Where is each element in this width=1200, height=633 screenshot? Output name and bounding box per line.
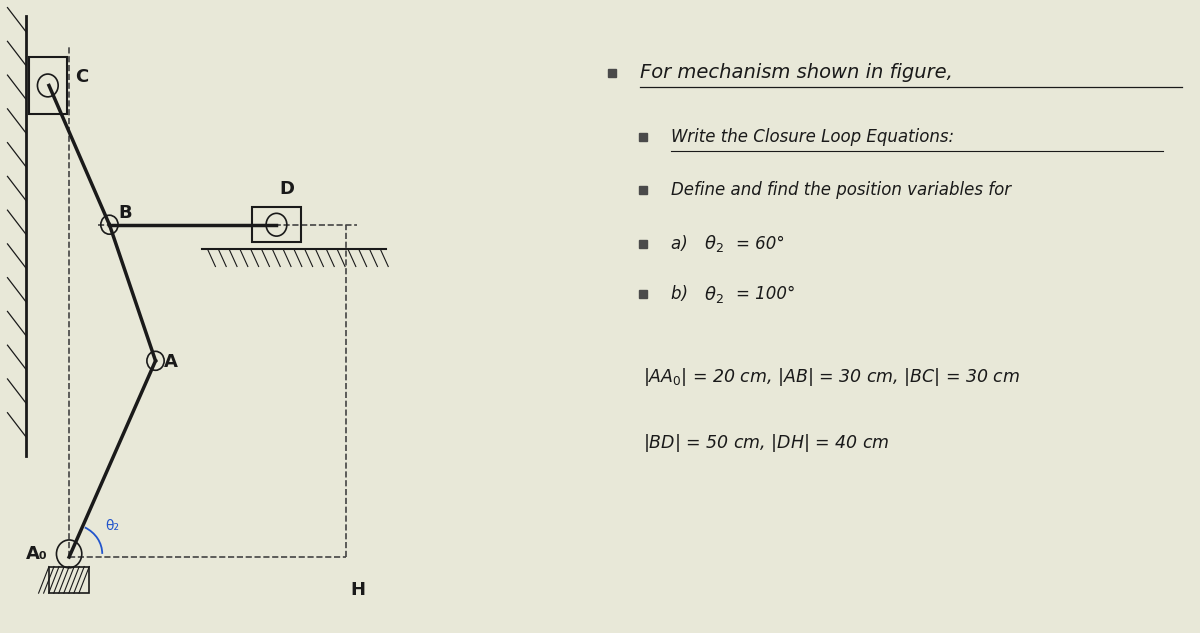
Text: $\theta_2$: $\theta_2$ (704, 284, 724, 305)
Text: For mechanism shown in figure,: For mechanism shown in figure, (640, 63, 953, 82)
Text: C: C (76, 68, 89, 86)
Text: Define and find the position variables for: Define and find the position variables f… (671, 181, 1010, 199)
Text: $|BD|$ = 50 cm, $|DH|$ = 40 cm: $|BD|$ = 50 cm, $|DH|$ = 40 cm (643, 432, 889, 454)
Text: A: A (164, 353, 178, 371)
Text: $\theta_2$: $\theta_2$ (704, 233, 724, 254)
Text: D: D (280, 180, 294, 198)
Text: Write the Closure Loop Equations:: Write the Closure Loop Equations: (671, 128, 954, 146)
Text: θ₂: θ₂ (106, 520, 120, 534)
Text: = 60°: = 60° (736, 235, 785, 253)
Text: a): a) (671, 235, 698, 253)
Text: B: B (118, 204, 132, 222)
Text: H: H (350, 581, 365, 599)
Text: b): b) (671, 285, 698, 303)
Text: = 100°: = 100° (736, 285, 796, 303)
Text: $|AA_0|$ = 20 cm, $|AB|$ = 30 cm, $|BC|$ = 30 cm: $|AA_0|$ = 20 cm, $|AB|$ = 30 cm, $|BC|$… (643, 366, 1020, 387)
Text: A₀: A₀ (26, 545, 48, 563)
